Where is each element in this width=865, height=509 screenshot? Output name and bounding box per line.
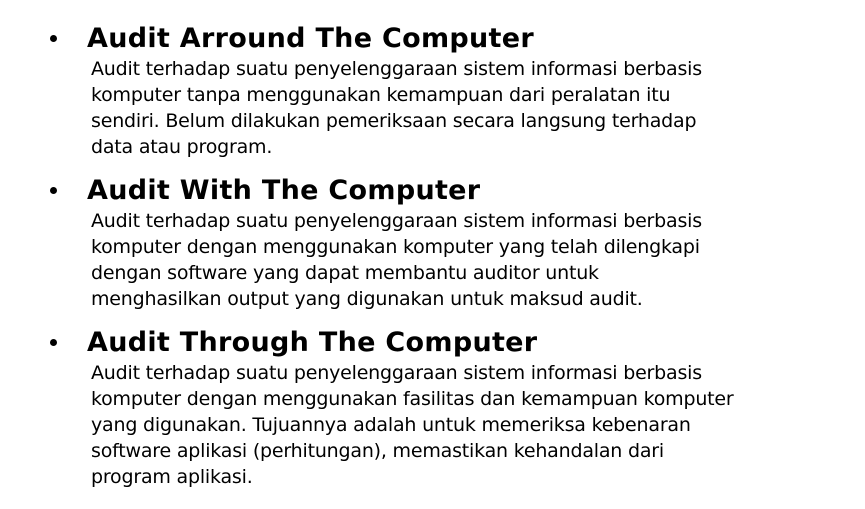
section-body: Audit terhadap suatu penyelenggaraan sis…	[91, 56, 702, 160]
body-line: yang digunakan. Tujuannya adalah untuk m…	[91, 414, 691, 436]
body-line: program aplikasi.	[91, 466, 253, 488]
bullet-icon	[50, 35, 57, 42]
bullet-icon	[50, 339, 57, 346]
body-line: Audit terhadap suatu penyelenggaraan sis…	[91, 58, 702, 80]
body-line: sendiri. Belum dilakukan pemeriksaan sec…	[91, 110, 697, 132]
bullet-icon	[50, 187, 57, 194]
body-line: Audit terhadap suatu penyelenggaraan sis…	[91, 210, 702, 232]
section-body: Audit terhadap suatu penyelenggaraan sis…	[91, 208, 702, 312]
section-heading: Audit Arround The Computer	[87, 23, 534, 54]
body-line: dengan software yang dapat membantu audi…	[91, 262, 599, 284]
body-line: komputer tanpa menggunakan kemampuan dar…	[91, 84, 671, 106]
body-line: software aplikasi (perhitungan), memasti…	[91, 440, 664, 462]
body-line: Audit terhadap suatu penyelenggaraan sis…	[91, 362, 702, 384]
section-heading: Audit Through The Computer	[87, 327, 538, 358]
body-line: komputer dengan menggunakan fasilitas da…	[91, 388, 734, 410]
body-line: menghasilkan output yang digunakan untuk…	[91, 288, 643, 310]
body-line: komputer dengan menggunakan komputer yan…	[91, 236, 700, 258]
section-heading: Audit With The Computer	[87, 175, 481, 206]
body-line: data atau program.	[91, 136, 273, 158]
section-body: Audit terhadap suatu penyelenggaraan sis…	[91, 360, 734, 490]
